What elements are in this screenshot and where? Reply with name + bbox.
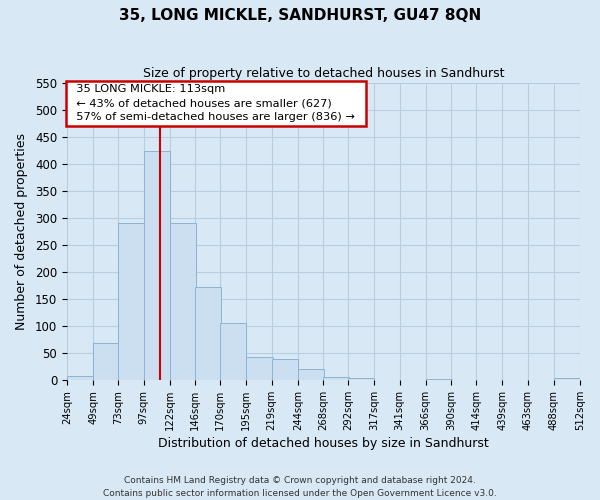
Title: Size of property relative to detached houses in Sandhurst: Size of property relative to detached ho… bbox=[143, 68, 504, 80]
Bar bbox=[93, 344, 119, 380]
X-axis label: Distribution of detached houses by size in Sandhurst: Distribution of detached houses by size … bbox=[158, 437, 489, 450]
Bar bbox=[67, 376, 93, 380]
Bar bbox=[554, 378, 580, 380]
Text: 35, LONG MICKLE, SANDHURST, GU47 8QN: 35, LONG MICKLE, SANDHURST, GU47 8QN bbox=[119, 8, 481, 22]
Bar bbox=[348, 378, 374, 380]
Bar bbox=[298, 369, 324, 380]
Bar bbox=[143, 150, 170, 380]
Bar bbox=[426, 379, 452, 380]
Bar bbox=[170, 224, 196, 380]
Text: 35 LONG MICKLE: 113sqm  
  ← 43% of detached houses are smaller (627)  
  57% of: 35 LONG MICKLE: 113sqm ← 43% of detached… bbox=[69, 84, 362, 122]
Bar bbox=[195, 287, 221, 380]
Bar bbox=[247, 356, 272, 380]
Bar bbox=[272, 360, 298, 380]
Text: Contains HM Land Registry data © Crown copyright and database right 2024.
Contai: Contains HM Land Registry data © Crown c… bbox=[103, 476, 497, 498]
Bar bbox=[118, 224, 145, 380]
Bar bbox=[220, 324, 247, 380]
Bar bbox=[323, 378, 349, 380]
Y-axis label: Number of detached properties: Number of detached properties bbox=[15, 133, 28, 330]
